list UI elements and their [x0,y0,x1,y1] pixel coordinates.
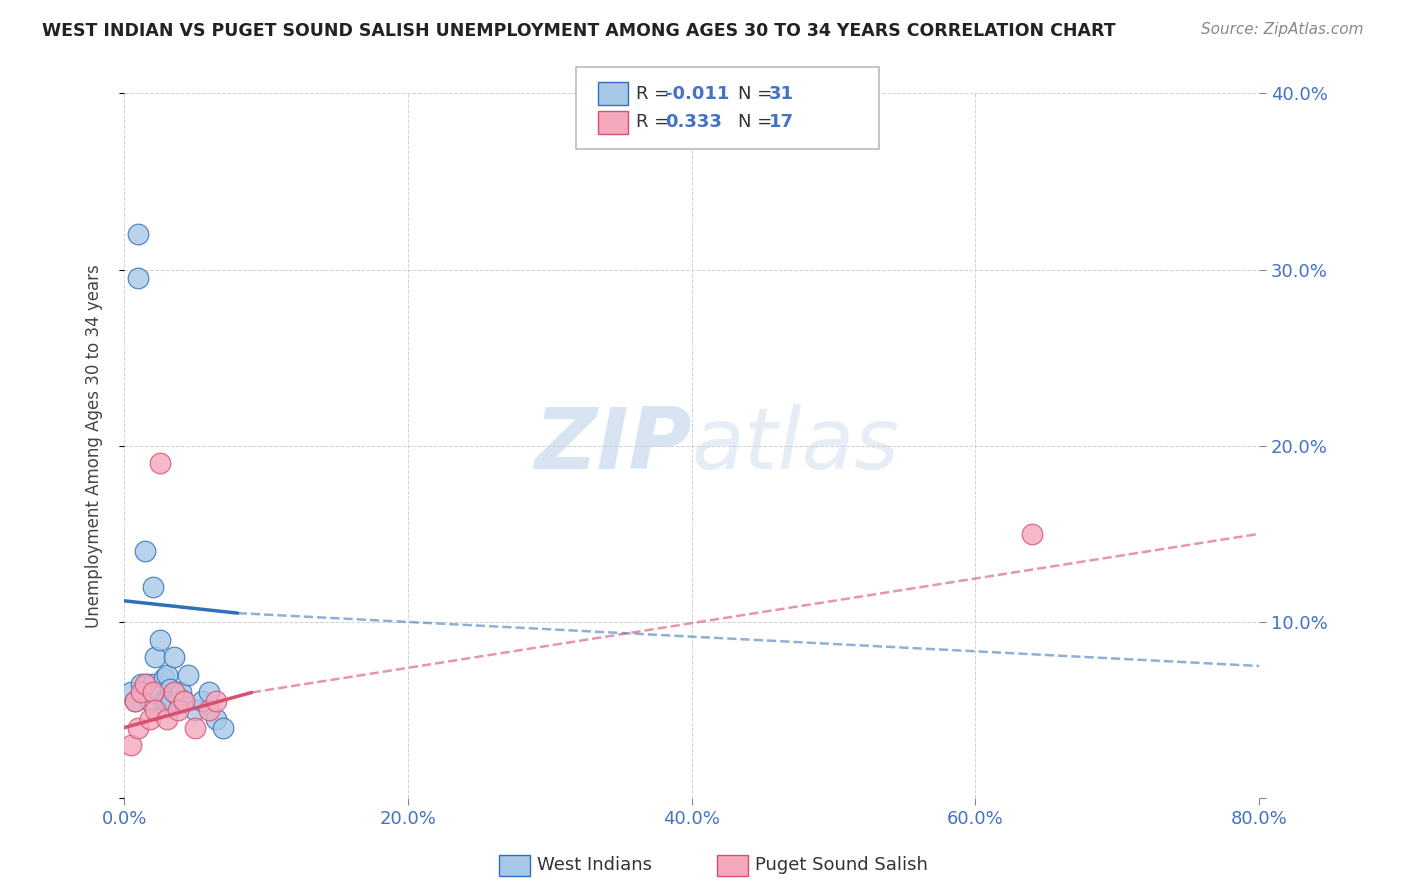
Text: 17: 17 [769,113,794,131]
Point [124,694,146,708]
Text: 31: 31 [769,85,794,103]
Text: ZIP: ZIP [534,404,692,487]
Point [131,685,153,699]
Point [191,694,214,708]
Text: Source: ZipAtlas.com: Source: ZipAtlas.com [1201,22,1364,37]
Point [153,671,176,685]
Point [173,694,195,708]
Text: -0.011: -0.011 [665,85,730,103]
Point [134,676,156,690]
Text: West Indians: West Indians [537,856,652,874]
Point [173,694,195,708]
Point [149,456,172,470]
Point [1021,526,1043,541]
Text: R =: R = [636,85,675,103]
Point [159,681,181,696]
Point [212,721,235,735]
Point [127,271,149,285]
Text: R =: R = [636,113,675,131]
Point [184,703,207,717]
Point [156,694,179,708]
Point [134,544,156,558]
Point [170,685,193,699]
Text: N =: N = [738,85,778,103]
Point [205,694,228,708]
Point [124,694,146,708]
Point [184,721,207,735]
Point [153,694,176,708]
Point [163,685,186,699]
Point [198,703,221,717]
Point [138,694,160,708]
Point [149,632,172,647]
Point [138,712,160,726]
Point [120,685,142,699]
Text: N =: N = [738,113,778,131]
Text: atlas: atlas [692,404,900,487]
Point [135,676,157,690]
Y-axis label: Unemployment Among Ages 30 to 34 years: Unemployment Among Ages 30 to 34 years [86,264,103,628]
Point [198,685,221,699]
Point [143,650,166,665]
Point [163,650,186,665]
Point [141,676,163,690]
Point [120,739,142,753]
Point [127,227,149,242]
Point [156,712,179,726]
Point [141,580,163,594]
Point [156,668,179,682]
Text: Puget Sound Salish: Puget Sound Salish [755,856,928,874]
Point [149,685,172,699]
Point [127,721,149,735]
Text: WEST INDIAN VS PUGET SOUND SALISH UNEMPLOYMENT AMONG AGES 30 TO 34 YEARS CORRELA: WEST INDIAN VS PUGET SOUND SALISH UNEMPL… [42,22,1116,40]
Point [129,676,152,690]
Point [205,712,228,726]
Point [143,703,166,717]
Point [141,685,163,699]
Point [129,685,152,699]
Text: 0.333: 0.333 [665,113,721,131]
Point [177,668,200,682]
Point [160,694,183,708]
Point [167,689,190,703]
Point [143,685,166,699]
Point [167,703,190,717]
